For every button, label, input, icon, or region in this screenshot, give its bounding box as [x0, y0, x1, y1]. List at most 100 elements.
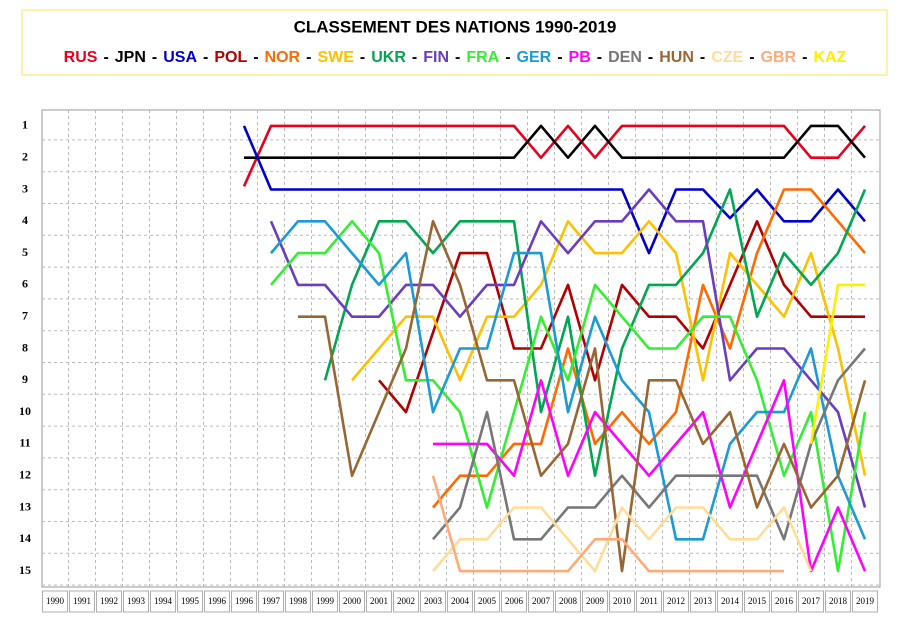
series-line	[431, 475, 784, 573]
series-line	[298, 220, 867, 573]
series-line	[809, 283, 865, 445]
x-tick-box	[366, 590, 392, 613]
series-line	[378, 220, 865, 414]
x-tick-label: 1991	[73, 596, 91, 606]
title-box	[21, 9, 888, 76]
legend-separator: -	[648, 49, 653, 66]
legend-separator: -	[412, 49, 417, 66]
y-tick-label: 4	[22, 213, 28, 227]
legend-entry: FIN	[423, 49, 449, 66]
y-tick-label: 7	[22, 308, 28, 322]
x-tick-label: 1993	[127, 596, 146, 606]
legend-entry: GBR	[761, 49, 797, 66]
x-tick-box	[69, 590, 95, 613]
legend-separator: -	[505, 49, 510, 66]
x-tick-label: 1990	[46, 596, 65, 606]
y-tick-label: 14	[19, 531, 31, 545]
y-tick-label: 6	[22, 277, 28, 291]
x-tick-box	[258, 590, 284, 613]
x-tick-label: 2015	[748, 596, 767, 606]
legend-entry: PB	[569, 49, 591, 66]
x-tick-box	[609, 590, 635, 613]
x-tick-box	[798, 590, 824, 613]
legend-separator: -	[103, 49, 108, 66]
legend-entry: DEN	[608, 49, 642, 66]
x-tick-box	[744, 590, 770, 613]
x-tick-box	[555, 590, 581, 613]
x-tick-box	[852, 590, 878, 613]
series-line	[351, 220, 867, 476]
legend-separator: -	[360, 49, 365, 66]
x-tick-box	[177, 590, 203, 613]
legend-separator: -	[152, 49, 157, 66]
legend-separator: -	[557, 49, 562, 66]
legend-separator: -	[749, 49, 754, 66]
x-tick-box	[204, 590, 230, 613]
x-tick-box	[825, 590, 851, 613]
x-tick-box	[663, 590, 689, 613]
x-tick-label: 2011	[640, 596, 658, 606]
x-tick-label: 1996	[235, 596, 254, 606]
legend-separator: -	[700, 49, 705, 66]
x-tick-label: 2017	[802, 596, 821, 606]
x-tick-box	[96, 590, 122, 613]
x-tick-box	[312, 590, 338, 613]
y-tick-label: 5	[22, 245, 28, 259]
x-tick-label: 2019	[856, 596, 875, 606]
x-tick-label: 2009	[586, 596, 605, 606]
x-tick-label: 1992	[100, 596, 118, 606]
x-tick-box	[636, 590, 662, 613]
x-tick-box	[474, 590, 500, 613]
y-tick-label: 9	[22, 372, 28, 386]
x-tick-label: 2016	[775, 596, 794, 606]
legend-entry: SWE	[317, 49, 354, 66]
x-tick-box	[123, 590, 149, 613]
x-tick-label: 2003	[424, 596, 443, 606]
x-tick-label: 2013	[694, 596, 713, 606]
x-tick-label: 2004	[451, 596, 470, 606]
x-tick-label: 2012	[667, 596, 685, 606]
series-line	[432, 188, 866, 509]
legend-entry: HUN	[659, 49, 694, 66]
x-tick-box	[771, 590, 797, 613]
x-tick-box	[231, 590, 257, 613]
y-tick-label: 1	[22, 118, 28, 132]
x-tick-box	[150, 590, 176, 613]
x-tick-label: 2008	[559, 596, 578, 606]
legend-entry: GER	[517, 49, 552, 66]
x-tick-label: 2002	[397, 596, 415, 606]
legend: RUS - JPN - USA - POL - NOR - SWE - UKR - FIN - FRA - GER -…	[64, 49, 847, 66]
x-tick-label: 2018	[829, 596, 848, 606]
legend-separator: -	[597, 49, 602, 66]
x-tick-label: 2001	[370, 596, 388, 606]
series-line	[270, 220, 867, 541]
x-tick-box	[339, 590, 365, 613]
y-tick-label: 11	[19, 436, 30, 450]
x-tick-box	[501, 590, 527, 613]
x-tick-box	[42, 590, 68, 613]
x-tick-box	[285, 590, 311, 613]
x-tick-box	[582, 590, 608, 613]
y-tick-label: 2	[22, 149, 28, 163]
legend-entry: KAZ	[813, 49, 846, 66]
series-line	[433, 379, 867, 573]
series-line	[269, 188, 867, 508]
legend-entry: UKR	[371, 49, 406, 66]
x-tick-label: 1997	[262, 596, 281, 606]
series-line	[432, 347, 866, 541]
legend-entry: CZE	[711, 49, 743, 66]
x-tick-label: 1994	[154, 596, 173, 606]
y-tick-label: 12	[19, 467, 31, 481]
x-tick-box	[717, 590, 743, 613]
x-tick-box	[447, 590, 473, 613]
x-tick-label: 1996	[208, 596, 227, 606]
legend-entry: USA	[163, 49, 197, 66]
series-line	[244, 124, 866, 159]
legend-separator: -	[802, 49, 807, 66]
y-tick-label: 3	[22, 181, 28, 195]
y-tick-label: 13	[19, 499, 31, 513]
legend-entry: FRA	[466, 49, 499, 66]
legend-entry: NOR	[265, 49, 301, 66]
x-tick-label: 2014	[721, 596, 740, 606]
y-tick-label: 8	[22, 340, 28, 354]
